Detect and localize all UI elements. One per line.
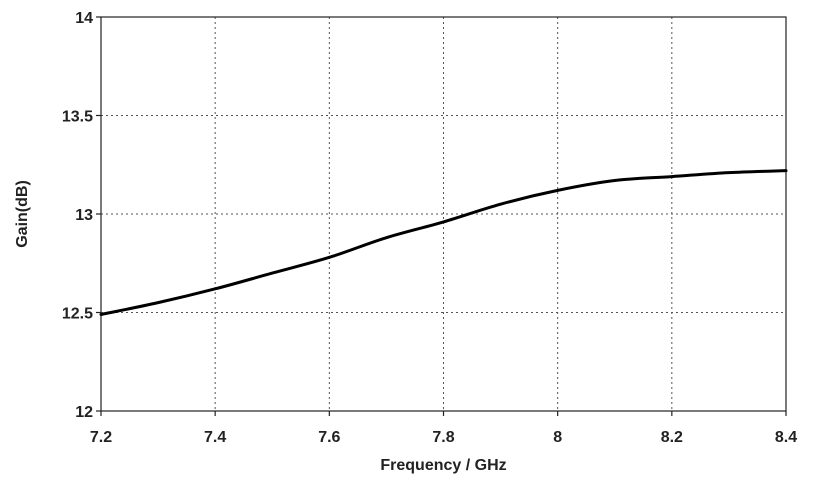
y-tick-label: 12 <box>75 404 93 421</box>
x-tick-label: 8.4 <box>775 429 797 446</box>
x-tick-label: 7.8 <box>432 429 454 446</box>
series-layer <box>99 169 788 316</box>
x-tick-label: 7.4 <box>204 429 226 446</box>
x-tick-label: 7.6 <box>318 429 340 446</box>
x-axis-label: Frequency / GHz <box>380 457 506 474</box>
x-tick-label: 8.2 <box>661 429 683 446</box>
ticks: 7.2 7.4 7.6 7.8 8 8.2 8.4 12 12.5 13 13.5 14 <box>62 10 797 446</box>
y-axis-label: Gain(dB) <box>14 180 31 248</box>
y-tick-label: 13.5 <box>62 109 93 126</box>
y-tick-label: 12.5 <box>62 306 93 323</box>
y-tick-label: 14 <box>75 10 93 27</box>
x-tick-label: 8 <box>553 429 562 446</box>
gain-series-line <box>99 169 788 316</box>
x-tick-label: 7.2 <box>90 429 112 446</box>
y-tick-label: 13 <box>75 207 93 224</box>
grid <box>101 17 786 411</box>
